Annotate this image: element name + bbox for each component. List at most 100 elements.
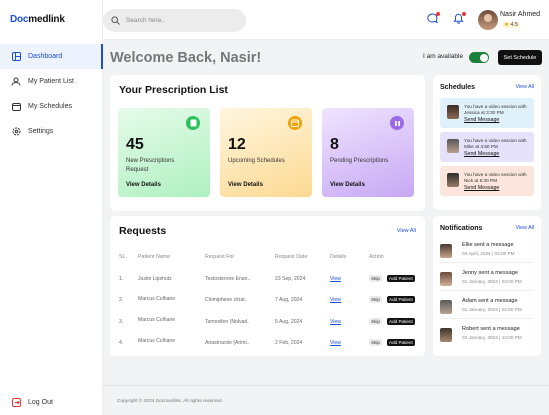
- row-patient: Marcus Culhane: [138, 296, 176, 302]
- card-label: New Prescriptions Request: [126, 158, 175, 173]
- logout-button[interactable]: Log Out: [0, 390, 103, 415]
- prescription-card-upcoming[interactable]: 12 Upcoming Schedules View Details: [220, 108, 312, 197]
- card-value: 12: [228, 136, 246, 153]
- calendar-icon: [11, 102, 21, 112]
- search-bar[interactable]: Search here..: [103, 9, 246, 32]
- availability-label: I am available: [423, 53, 464, 60]
- skip-button[interactable]: Skip: [369, 339, 382, 346]
- send-message-link[interactable]: Send Message: [464, 151, 500, 157]
- notification-item[interactable]: Adam sent a message 01 January, 2024 | 0…: [440, 298, 534, 320]
- notification-text: Jenny sent a message: [462, 270, 518, 276]
- row-view-link[interactable]: View: [330, 297, 341, 303]
- view-details-link[interactable]: View Details: [126, 182, 161, 188]
- column-header: Request For: [205, 254, 235, 260]
- notifications-view-all-link[interactable]: View All: [515, 225, 534, 231]
- add-patient-button[interactable]: Add Patient: [387, 296, 415, 303]
- set-schedule-button[interactable]: Set Schedule: [498, 50, 542, 65]
- notifications-title: Notifications: [440, 225, 483, 232]
- prescription-card-pending[interactable]: 8 Pending Prescriptions View Details: [322, 108, 414, 197]
- row-date: 7 Aug, 2024: [275, 297, 303, 303]
- logo[interactable]: Docmedlink: [10, 14, 65, 25]
- sidebar-item-label: My Schedules: [28, 103, 72, 110]
- add-patient-button[interactable]: Add Patient: [387, 318, 415, 325]
- avatar: [447, 173, 459, 187]
- row-request: Tamoxifen (Nolvad..: [205, 319, 251, 325]
- schedule-item: You have a video session with Nick at 5:…: [440, 166, 534, 196]
- add-patient-button[interactable]: Add Patient: [387, 339, 415, 346]
- notification-time: 04 April, 2024 | 04:00 PM: [462, 251, 515, 256]
- divider: [440, 262, 534, 263]
- requests-title: Requests: [119, 225, 167, 237]
- notification-item[interactable]: Ellie sent a message 04 April, 2024 | 04…: [440, 242, 534, 264]
- view-details-link[interactable]: View Details: [228, 182, 263, 188]
- prescription-card-new[interactable]: 45 New Prescriptions Request View Detail…: [118, 108, 210, 197]
- bell-icon: [453, 11, 464, 29]
- column-header: Patient Name: [138, 254, 171, 260]
- view-details-link[interactable]: View Details: [330, 182, 365, 188]
- send-message-link[interactable]: Send Message: [464, 117, 500, 123]
- logout-icon: [11, 398, 21, 408]
- avatar[interactable]: [478, 10, 498, 30]
- search-input[interactable]: Search here..: [126, 17, 166, 24]
- chat-icon: [426, 11, 438, 29]
- notification-time: 01 January, 2024 | 04:00 PM: [462, 279, 522, 284]
- availability-toggle[interactable]: [469, 52, 489, 63]
- card-value: 8: [330, 136, 339, 153]
- logout-label: Log Out: [28, 399, 53, 406]
- row-date: 5 Aug, 2024: [275, 319, 303, 325]
- row-request: Clomiphene citrat..: [205, 297, 248, 303]
- top-header: Search here.. Nasir Ahmed ★ 4.5: [103, 0, 549, 40]
- send-message-link[interactable]: Send Message: [464, 185, 500, 191]
- divider: [440, 318, 534, 319]
- column-header: SL.: [119, 254, 127, 260]
- sidebar-item-label: Settings: [28, 128, 54, 135]
- notification-item[interactable]: Robert sent a message 03 January, 2024 |…: [440, 326, 534, 348]
- schedule-item: You have a video session with Jessica at…: [440, 98, 534, 128]
- notification-button[interactable]: [450, 12, 466, 28]
- rating-value: 4.5: [510, 22, 519, 28]
- card-label: Upcoming Schedules: [228, 158, 285, 164]
- add-patient-button[interactable]: Add Patient: [387, 275, 415, 282]
- schedules-view-all-link[interactable]: View All: [515, 84, 534, 90]
- user-name: Nasir Ahmed: [500, 11, 541, 18]
- notification-item[interactable]: Jenny sent a message 01 January, 2024 | …: [440, 270, 534, 292]
- card-label: Pending Prescriptions: [330, 158, 389, 164]
- row-view-link[interactable]: View: [330, 319, 341, 325]
- main-content: Welcome Back, Nasir! I am available Set …: [103, 40, 549, 415]
- row-view-link[interactable]: View: [330, 340, 341, 346]
- sidebar-item-patients[interactable]: My Patient List: [0, 69, 103, 94]
- notification-time: 01 January, 2024 | 02:00 PM: [462, 307, 522, 312]
- row-date: 23 Sep, 2024: [275, 276, 306, 282]
- avatar: [440, 328, 452, 342]
- sidebar-item-settings[interactable]: Settings: [0, 119, 103, 144]
- column-header: Action: [369, 254, 384, 260]
- requests-panel: Requests View All SL. Patient Name Reque…: [110, 216, 425, 356]
- column-header: Details: [330, 254, 347, 260]
- requests-view-all-link[interactable]: View All: [396, 228, 416, 234]
- unread-dot: [462, 12, 466, 16]
- message-button[interactable]: [424, 12, 440, 28]
- calendar-icon: [288, 116, 302, 130]
- copyright-text: Copyright © 2024 Docmedlink. All rights …: [117, 399, 223, 404]
- sidebar-item-dashboard[interactable]: Dashboard: [0, 44, 103, 69]
- skip-button[interactable]: Skip: [369, 275, 382, 282]
- footer: Copyright © 2024 Docmedlink. All rights …: [103, 385, 549, 415]
- sidebar-item-label: Dashboard: [28, 53, 63, 60]
- star-icon: ★: [504, 22, 509, 28]
- sidebar-item-schedules[interactable]: My Schedules: [0, 94, 103, 119]
- row-patient: Marcus Culhane: [138, 317, 176, 323]
- unread-dot: [436, 12, 440, 16]
- notification-text: Adam sent a message: [462, 298, 518, 304]
- notification-text: Robert sent a message: [462, 326, 520, 332]
- schedules-panel: Schedules View All You have a video sess…: [433, 75, 541, 210]
- prescription-title: Your Prescription List: [119, 84, 228, 96]
- avatar: [440, 272, 452, 286]
- skip-button[interactable]: Skip: [369, 318, 382, 325]
- skip-button[interactable]: Skip: [369, 296, 382, 303]
- avatar: [440, 244, 452, 258]
- notification-time: 03 January, 2024 | 12:00 PM: [462, 335, 522, 340]
- row-view-link[interactable]: View: [330, 276, 341, 282]
- schedule-text: You have a video session with Mike at 4:…: [464, 138, 527, 149]
- prescription-panel: Your Prescription List 45 New Prescripti…: [110, 75, 425, 211]
- dashboard-icon: [11, 52, 21, 62]
